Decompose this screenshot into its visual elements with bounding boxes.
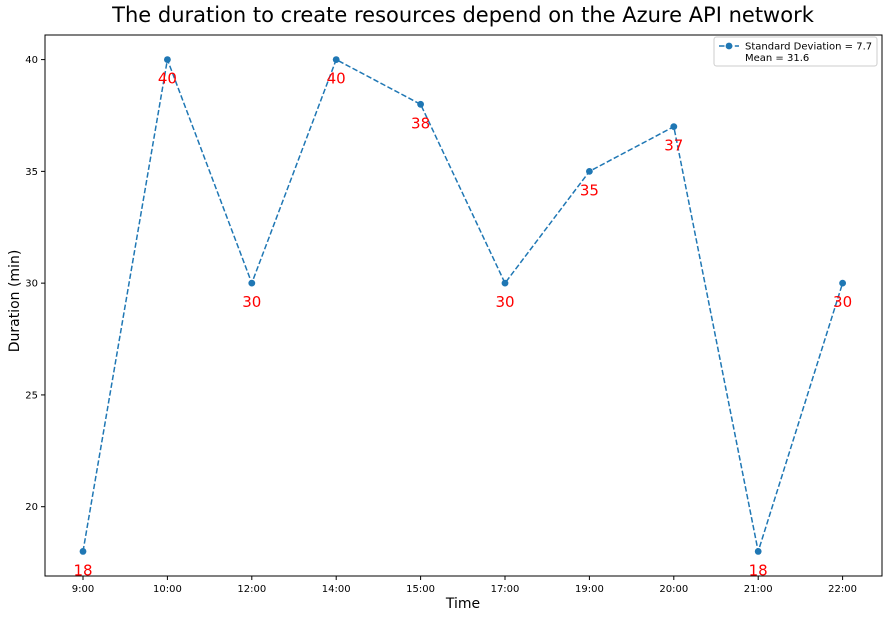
data-label: 40 — [327, 70, 346, 88]
plot-area: 20 25 30 35 40 9:00 10:00 12:00 14:00 15:00 17:00 1… — [25, 34, 883, 595]
legend-marker — [725, 42, 733, 50]
legend-label: Mean = 31.6 — [745, 53, 809, 64]
data-label: 35 — [580, 181, 599, 199]
data-point — [754, 548, 762, 555]
data-label: 18 — [73, 561, 92, 579]
legend-label: Standard Deviation = 7.7 — [745, 42, 872, 53]
data-point — [164, 56, 171, 63]
series-line — [82, 56, 844, 552]
x-tick-label: 10:00 — [153, 584, 182, 595]
data-label: 40 — [158, 70, 177, 88]
x-tick-label: 20:00 — [659, 584, 688, 595]
data-point — [501, 279, 509, 287]
data-point — [248, 279, 256, 287]
chart-title: The duration to create resources depend … — [111, 3, 815, 27]
data-point — [586, 167, 593, 175]
y-tick-label: 30 — [25, 279, 38, 290]
data-label: 30 — [495, 293, 514, 311]
data-label: 18 — [749, 561, 768, 579]
y-tick-label: 40 — [25, 55, 38, 66]
data-point — [839, 279, 846, 287]
x-tick-label: 15:00 — [406, 584, 435, 595]
x-tick-label: 19:00 — [575, 584, 604, 595]
data-point — [332, 56, 340, 63]
x-tick-label: 9:00 — [72, 584, 94, 595]
data-label: 37 — [664, 137, 683, 155]
legend-box — [713, 36, 878, 67]
y-tick-label: 20 — [25, 502, 38, 513]
data-point — [670, 123, 678, 131]
x-tick-label: 22:00 — [828, 584, 857, 595]
x-tick-label: 12:00 — [237, 584, 266, 595]
data-point — [79, 548, 87, 555]
y-axis-label: Duration (min) — [7, 250, 23, 353]
x-tick-label: 17:00 — [491, 584, 520, 595]
x-tick-label: 14:00 — [322, 584, 351, 595]
data-label: 38 — [411, 114, 430, 132]
y-tick-label: 25 — [25, 390, 38, 401]
y-tick-label: 35 — [25, 167, 38, 178]
plot-frame — [44, 34, 883, 577]
x-tick-label: 21:00 — [744, 584, 773, 595]
data-label: 30 — [833, 293, 852, 311]
data-label: 30 — [242, 293, 261, 311]
x-axis-label: Time — [445, 596, 480, 612]
data-point — [417, 100, 424, 108]
